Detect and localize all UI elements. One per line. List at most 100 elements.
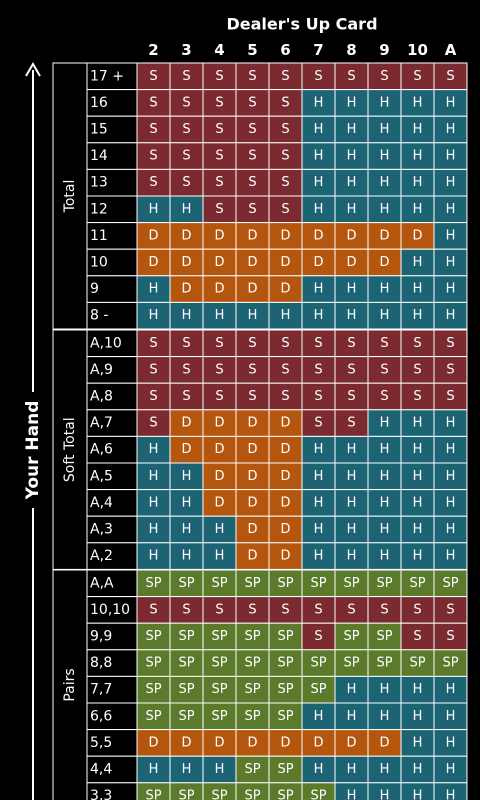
cell-action: S <box>347 69 355 84</box>
cell-action: S <box>347 336 355 351</box>
row-label-cell <box>86 435 138 464</box>
cell-action: SP <box>145 656 161 671</box>
row-label: 7,7 <box>90 682 112 698</box>
cell <box>433 462 468 491</box>
cell-action: S <box>347 362 355 377</box>
cell-action: SP <box>277 576 293 591</box>
cell <box>202 515 237 544</box>
cell <box>235 195 270 224</box>
cell-action: H <box>446 682 456 697</box>
cell-action: S <box>413 629 421 644</box>
cell-action: S <box>413 602 421 617</box>
group-label: Pairs <box>62 668 78 701</box>
cell-action: SP <box>376 656 392 671</box>
cell <box>334 755 369 784</box>
cell-action: H <box>347 122 357 137</box>
cell-action: S <box>215 602 223 617</box>
cell-action: S <box>380 389 388 404</box>
cell-action: S <box>215 336 223 351</box>
cell <box>367 356 402 384</box>
cell <box>433 515 468 544</box>
cell-action: S <box>149 95 157 110</box>
cell-action: S <box>446 629 454 644</box>
cell-action: SP <box>310 682 326 697</box>
cell-action: S <box>149 602 157 617</box>
cell-action: S <box>281 362 289 377</box>
cell-action: H <box>380 149 390 164</box>
cell-action: H <box>314 175 324 190</box>
cell <box>202 542 237 570</box>
cell-action: H <box>380 442 390 457</box>
cell <box>136 89 171 117</box>
row-label-cell <box>86 89 138 117</box>
cell-action: H <box>149 762 159 777</box>
cell-action: S <box>149 389 157 404</box>
cell <box>433 489 468 517</box>
row-label: A,10 <box>90 335 122 351</box>
cell-action: S <box>215 122 223 137</box>
row-label-cell <box>86 515 138 544</box>
cell <box>136 729 171 757</box>
cell <box>202 382 237 411</box>
cell <box>334 675 369 704</box>
cell <box>202 409 237 437</box>
cell <box>400 248 435 277</box>
cell-action: SP <box>211 789 227 800</box>
cell <box>235 168 270 197</box>
cell-action: H <box>314 282 324 297</box>
cell-action: S <box>281 175 289 190</box>
cell <box>268 462 303 491</box>
cell-action: H <box>314 442 324 457</box>
cell-action: D <box>280 469 290 484</box>
cell-action: D <box>148 735 158 750</box>
cell-action: H <box>314 149 324 164</box>
row-label: A,9 <box>90 362 113 378</box>
cell <box>301 409 336 437</box>
cell-action: H <box>347 469 357 484</box>
cell-action: D <box>280 735 290 750</box>
cell-action: D <box>247 495 257 510</box>
group-label-cell <box>52 62 88 330</box>
cell-action: S <box>182 69 190 84</box>
cell <box>301 755 336 784</box>
cell <box>136 168 171 197</box>
cell <box>268 142 303 170</box>
cell-action: H <box>314 308 324 323</box>
cell-action: H <box>380 416 390 431</box>
cell-action: H <box>413 709 423 724</box>
cell-action: H <box>446 228 456 243</box>
cell-action: D <box>214 228 224 243</box>
cell-action: D <box>313 228 323 243</box>
cell <box>235 115 270 144</box>
cell <box>268 195 303 224</box>
cell-action: H <box>413 122 423 137</box>
cell <box>433 596 468 624</box>
cell <box>202 755 237 784</box>
cell-action: S <box>149 175 157 190</box>
cell-action: H <box>413 95 423 110</box>
cell-action: D <box>346 735 356 750</box>
cell <box>400 301 435 330</box>
cell-action: S <box>182 95 190 110</box>
cell-action: D <box>280 442 290 457</box>
cell-action: H <box>413 469 423 484</box>
cell-action: D <box>148 228 158 243</box>
cell-action: D <box>280 522 290 537</box>
cell <box>136 542 171 570</box>
cell-action: SP <box>244 682 260 697</box>
cell-action: SP <box>277 682 293 697</box>
cell-action: S <box>281 69 289 84</box>
cell <box>136 622 171 651</box>
cell-action: SP <box>244 762 260 777</box>
cell-action: SP <box>310 576 326 591</box>
cell-action: S <box>149 336 157 351</box>
cell <box>334 515 369 544</box>
cell-action: SP <box>277 709 293 724</box>
cell-action: H <box>182 202 192 217</box>
cell-action: H <box>347 308 357 323</box>
cell-action: H <box>446 735 456 750</box>
cell <box>202 115 237 144</box>
cell <box>301 622 336 651</box>
column-label: 4 <box>214 41 224 59</box>
row-label: A,2 <box>90 548 113 564</box>
